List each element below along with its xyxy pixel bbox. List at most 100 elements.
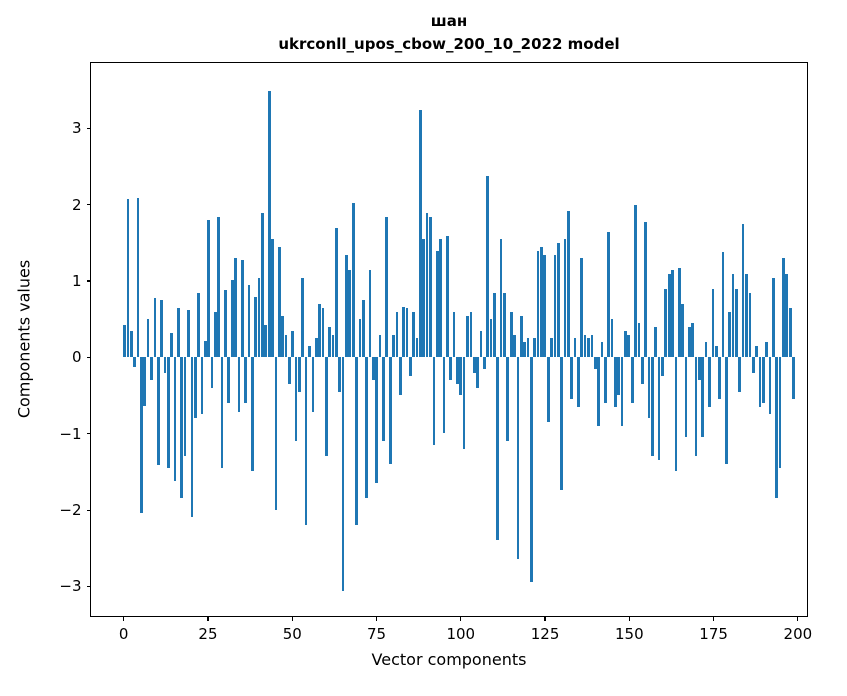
bar (230, 279, 234, 358)
bar (197, 292, 200, 358)
x-tick-mark (207, 617, 209, 621)
plot-area (90, 62, 808, 617)
bar (761, 357, 765, 403)
bar (452, 311, 456, 358)
bar (644, 221, 647, 358)
x-tick-label: 100 (446, 625, 476, 643)
x-tick-mark (628, 617, 630, 621)
bar (788, 307, 792, 358)
bar (688, 326, 691, 358)
bar (704, 342, 708, 358)
x-tick-mark (544, 617, 546, 621)
bar (735, 288, 738, 358)
bar (388, 357, 392, 464)
bar (624, 330, 627, 358)
bar (190, 357, 194, 518)
bar (560, 357, 563, 491)
bar (274, 357, 278, 510)
bar (657, 357, 661, 461)
bar (244, 357, 247, 403)
bar (442, 357, 446, 434)
bar (408, 357, 412, 377)
bar (509, 311, 513, 358)
bar (136, 197, 140, 358)
bar (462, 357, 466, 449)
bar (550, 338, 553, 358)
bar (748, 292, 752, 358)
bar (627, 334, 631, 358)
bar (355, 357, 358, 525)
bar (647, 357, 651, 419)
bar (543, 254, 547, 358)
bar (587, 338, 590, 358)
bar (429, 216, 432, 358)
bar (459, 357, 463, 396)
bar (590, 334, 594, 358)
bar (479, 330, 483, 358)
bar (214, 311, 217, 358)
bar (432, 357, 436, 445)
bar (143, 357, 147, 407)
bar (271, 239, 274, 358)
bar (129, 330, 133, 358)
bar (193, 357, 197, 419)
bar (203, 340, 207, 358)
bar (563, 239, 567, 358)
bar (503, 292, 506, 358)
bar (314, 338, 318, 358)
bar (516, 357, 520, 559)
bar (425, 212, 429, 358)
bar (378, 334, 382, 358)
bar (718, 357, 721, 400)
bar (335, 228, 338, 358)
bar (422, 239, 426, 358)
bar (170, 333, 174, 358)
bar (324, 357, 328, 457)
bar (526, 338, 530, 358)
bar (600, 342, 604, 358)
x-tick-mark (797, 617, 799, 621)
bar (573, 338, 577, 358)
bar (445, 235, 449, 358)
bar (580, 258, 584, 358)
bar (721, 252, 725, 358)
bar (476, 357, 479, 388)
bar (651, 357, 654, 457)
bar (375, 357, 379, 483)
x-tick-label: 175 (699, 625, 728, 643)
y-tick-label: −3 (59, 577, 82, 596)
bar (486, 176, 489, 358)
bar (472, 357, 476, 373)
bar (593, 357, 597, 369)
bar (304, 357, 308, 525)
bar (482, 357, 486, 369)
bar (677, 267, 681, 358)
bar (533, 338, 537, 358)
bar (345, 254, 348, 358)
bar (163, 357, 167, 373)
bar (556, 243, 560, 358)
bar (177, 307, 180, 358)
x-tick-label: 150 (615, 625, 644, 643)
bar (402, 307, 405, 358)
bar (684, 357, 688, 438)
bar (489, 319, 493, 358)
bar (277, 247, 281, 358)
bar (765, 342, 768, 358)
bar (358, 319, 362, 358)
bar (708, 357, 711, 407)
bar (365, 357, 368, 499)
chart-title-block: шан ukrconll_upos_cbow_200_10_2022 model (90, 10, 808, 55)
x-axis-label: Vector components (371, 650, 527, 669)
bar (553, 254, 557, 358)
bar (247, 285, 251, 358)
bar (123, 325, 126, 358)
bar (738, 357, 742, 392)
bar (301, 277, 305, 358)
bar (617, 357, 621, 396)
bar (435, 250, 439, 358)
bar (674, 357, 678, 472)
bar (667, 273, 671, 358)
bar (469, 311, 473, 358)
bar (607, 231, 610, 358)
